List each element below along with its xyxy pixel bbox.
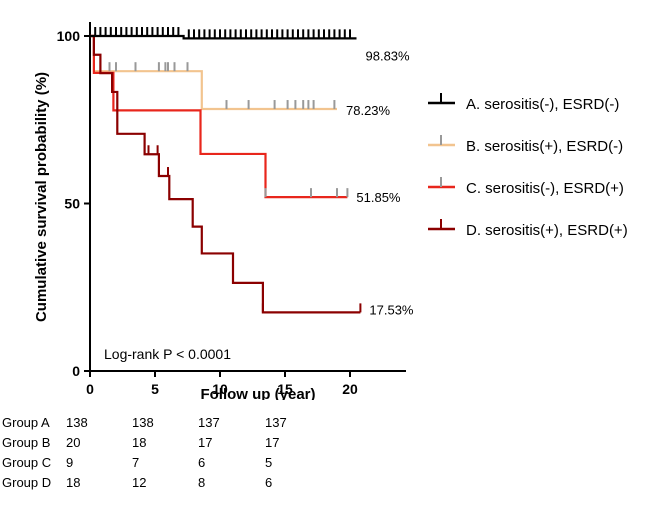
end-value-label: 98.83% — [366, 48, 411, 63]
risk-cell: 5 — [265, 455, 273, 470]
x-tick-label: 20 — [342, 381, 358, 397]
risk-cell: 8 — [198, 475, 206, 490]
legend-item: D. serositis(+), ESRD(+) — [428, 219, 628, 239]
risk-cell: 17 — [265, 435, 280, 450]
risk-row-label: Group A — [2, 415, 50, 430]
y-tick-label: 100 — [57, 28, 81, 44]
logrank-annotation: Log-rank P < 0.0001 — [104, 346, 231, 362]
end-value-label: 17.53% — [369, 302, 414, 317]
survival-curve-d — [90, 34, 361, 314]
legend-item: A. serositis(-), ESRD(-) — [428, 93, 619, 113]
x-tick-label: 5 — [151, 381, 159, 397]
km-chart: 0 50 100 0 5 10 15 20 78.23% 51.85% 17.53% 98.83%… — [33, 22, 628, 400]
end-labels: 78.23% 51.85% 17.53% 98.83% — [346, 48, 414, 317]
legend-label: A. serositis(-), ESRD(-) — [466, 96, 619, 113]
legend-label: C. serositis(-), ESRD(+) — [466, 180, 624, 197]
series-layer — [90, 27, 362, 314]
y-ticks: 0 50 100 — [57, 28, 90, 379]
series-c — [90, 34, 349, 199]
end-value-label: 51.85% — [356, 190, 401, 205]
legend-label: D. serositis(+), ESRD(+) — [466, 222, 628, 239]
risk-cell: 9 — [66, 455, 74, 470]
y-tick-label: 50 — [64, 196, 80, 212]
risk-row-label: Group C — [2, 455, 52, 470]
risk-cell: 6 — [265, 475, 273, 490]
series-d — [90, 34, 362, 314]
series-b — [90, 34, 337, 111]
risk-cell: 18 — [66, 475, 81, 490]
risk-cell: 137 — [265, 415, 287, 430]
legend-label: B. serositis(+), ESRD(-) — [466, 138, 623, 155]
legend-item: C. serositis(-), ESRD(+) — [428, 177, 624, 197]
legend: A. serositis(-), ESRD(-) B. serositis(+),… — [428, 93, 628, 239]
risk-cell: 7 — [132, 455, 140, 470]
risk-cell: 12 — [132, 475, 147, 490]
risk-row-label: Group D — [2, 475, 52, 490]
legend-item: B. serositis(+), ESRD(-) — [428, 135, 623, 155]
risk-cell: 137 — [198, 415, 220, 430]
y-tick-label: 0 — [72, 363, 80, 379]
risk-cell: 6 — [198, 455, 206, 470]
survival-curve-b — [90, 34, 337, 111]
risk-cell: 138 — [66, 415, 88, 430]
risk-row-label: Group B — [2, 435, 51, 450]
x-tick-label: 0 — [86, 381, 94, 397]
series-a — [90, 27, 357, 40]
risk-cell: 17 — [198, 435, 213, 450]
survival-curve-a — [90, 34, 357, 40]
x-axis-label: Follow up (year) — [200, 386, 315, 400]
x-tick-label: 10 — [212, 381, 228, 397]
y-axis-label: Cumulative survival probability (%) — [33, 72, 50, 322]
end-value-label: 78.23% — [346, 103, 391, 118]
survival-curve-c — [90, 34, 348, 199]
risk-cell: 18 — [132, 435, 147, 450]
risk-cell: 20 — [66, 435, 81, 450]
risk-cell: 138 — [132, 415, 154, 430]
x-ticks: 0 5 10 15 20 — [86, 371, 358, 397]
x-tick-label: 15 — [277, 381, 293, 397]
